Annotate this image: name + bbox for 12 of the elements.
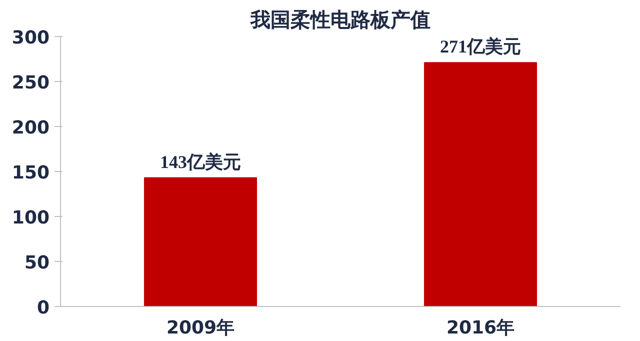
y-tick-label: 50 (24, 252, 50, 274)
data-label: 143亿美元 (160, 152, 241, 172)
chart-title: 我国柔性电路板产值 (250, 8, 430, 32)
y-tick-label: 250 (12, 72, 50, 94)
x-tick-label: 2009年 (166, 318, 235, 338)
y-tick-label: 100 (12, 208, 50, 228)
y-tick-label: 0 (36, 298, 50, 318)
y-tick-label: 200 (12, 118, 50, 138)
y-tick-label: 300 (12, 28, 50, 48)
data-label: 271亿美元 (440, 36, 521, 57)
y-tick-label: 150 (12, 162, 50, 184)
x-tick-label: 2016年 (446, 318, 515, 338)
